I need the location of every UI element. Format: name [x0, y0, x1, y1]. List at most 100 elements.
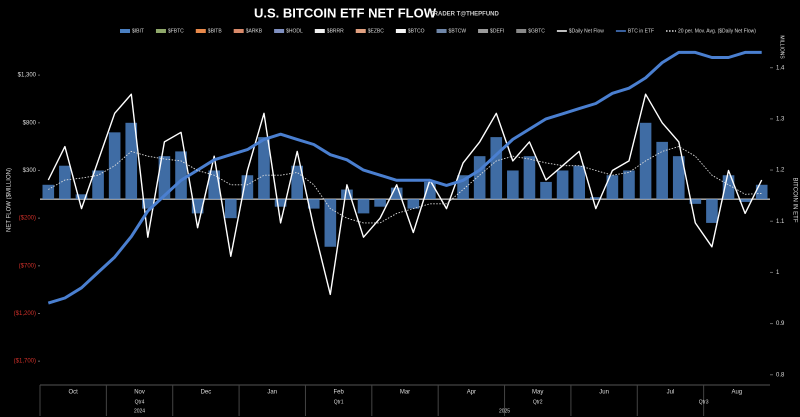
chart-subtitle: TRADER T@THEPFUND — [430, 12, 500, 18]
bar — [191, 199, 204, 214]
bar — [722, 175, 735, 200]
bar — [125, 122, 138, 200]
legend-label: $BRRR — [327, 28, 344, 34]
y-tick-label: $800 — [23, 120, 37, 126]
line — [47, 93, 763, 296]
quarter-label: Qtr1 — [334, 399, 344, 405]
bar — [706, 199, 718, 223]
bar — [291, 165, 303, 200]
bar — [307, 199, 320, 209]
y2-line — [47, 50, 762, 305]
x-tick-label: Jul — [667, 390, 675, 396]
bar — [92, 170, 104, 200]
legend-label: $BITB — [208, 28, 223, 34]
bar — [507, 170, 519, 200]
bar — [755, 184, 768, 200]
legend-label: $GBTC — [528, 28, 545, 34]
legend-swatch — [314, 29, 325, 33]
legend-swatch — [120, 29, 130, 33]
y-tick-label: $300 — [23, 168, 37, 174]
legend-swatch — [478, 29, 489, 33]
bar — [75, 194, 88, 200]
legend-label: $BTCO — [408, 28, 425, 34]
x-tick-label: Mar — [400, 390, 410, 396]
bar — [473, 156, 486, 200]
bar — [656, 141, 668, 200]
y2-tick-label: 1 — [776, 270, 780, 276]
bar — [258, 137, 270, 200]
y-tick-label: $1,300 — [18, 73, 37, 79]
x-tick-label: Apr — [467, 390, 476, 396]
legend-label: $EZBC — [368, 28, 385, 34]
y-tick-label: ($1,200) — [14, 311, 36, 317]
bar — [175, 151, 187, 200]
y2-tick-label: 0.8 — [776, 372, 785, 378]
bar — [689, 199, 702, 204]
y2-unit: MILLIONS — [779, 35, 785, 59]
legend-swatch — [274, 29, 285, 33]
y-tick-label: ($200) — [19, 216, 36, 222]
y2-tick-label: 1.1 — [776, 219, 785, 225]
y2-axis-label: BITCOIN IN ETF — [791, 178, 797, 223]
bar — [573, 165, 586, 200]
year-label: 2025 — [499, 408, 510, 414]
x-tick-label: Nov — [134, 390, 145, 396]
legend-swatch — [516, 29, 527, 33]
legend-swatch — [436, 29, 447, 33]
bar — [341, 189, 353, 200]
bar — [108, 132, 121, 200]
x-tick-label: Aug — [731, 390, 742, 396]
bar — [241, 175, 254, 200]
y-axis-label: NET FLOW ($MILLION) — [7, 168, 13, 232]
legend-swatch — [195, 29, 206, 33]
legend-label: $Daily Net Flow — [569, 28, 604, 34]
legend-swatch — [395, 29, 406, 33]
legend-label: BTC in ETF — [628, 28, 654, 34]
y2-tick-label: 1.3 — [776, 116, 785, 122]
legend-label: $DEFI — [490, 28, 504, 34]
bar — [672, 156, 685, 200]
bar — [490, 137, 503, 200]
bar — [589, 197, 602, 200]
bar — [556, 170, 569, 200]
bar — [390, 187, 403, 200]
y2-tick-label: 0.9 — [776, 321, 785, 327]
bar — [374, 199, 386, 207]
legend-swatch — [155, 29, 166, 33]
legend-label: $HODL — [286, 28, 303, 34]
quarter-label: Qtr3 — [699, 399, 709, 405]
bar — [424, 181, 436, 200]
legend-label: 20 per. Mov. Avg. ($Daily Net Flow) — [678, 28, 756, 34]
bar — [224, 199, 237, 219]
x-tick-label: Dec — [201, 390, 212, 396]
legend-label: $IBIT — [132, 28, 144, 34]
bar — [142, 199, 154, 209]
legend-label: $BTCW — [449, 28, 467, 34]
x-tick-label: May — [532, 390, 543, 396]
bar — [623, 170, 635, 200]
bar — [208, 170, 221, 200]
y2-tick-label: 1.4 — [776, 65, 785, 71]
y-tick-label: ($700) — [19, 263, 36, 269]
quarter-label: Qtr4 — [135, 399, 145, 405]
x-tick-label: Oct — [69, 390, 79, 396]
legend-label: $FBTC — [168, 28, 184, 34]
bar — [407, 199, 420, 209]
line — [48, 146, 762, 224]
bar — [324, 199, 337, 247]
bar — [523, 156, 536, 200]
year-label: 2024 — [134, 408, 145, 414]
x-tick-label: Jun — [599, 390, 609, 396]
legend-swatch — [355, 29, 366, 33]
bar — [158, 156, 171, 200]
x-tick-label: Jan — [267, 390, 277, 396]
bar — [457, 175, 469, 200]
y-tick-label: ($1,700) — [14, 359, 36, 365]
chart-title: U.S. BITCOIN ETF NET FLOW — [254, 5, 437, 20]
quarter-label: Qtr2 — [533, 399, 543, 405]
legend-label: $ARKB — [246, 28, 263, 34]
bar — [42, 184, 55, 200]
x-tick-label: Feb — [333, 390, 344, 396]
